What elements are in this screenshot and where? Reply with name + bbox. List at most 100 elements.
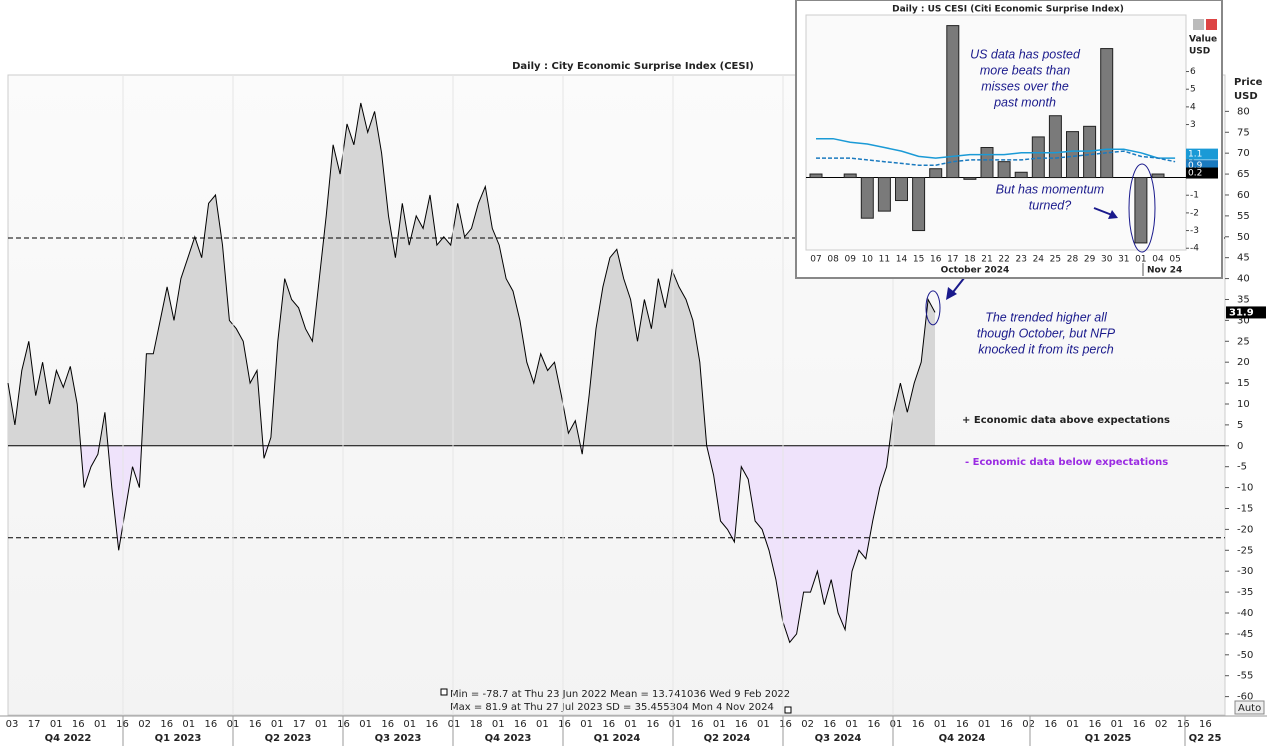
- average-line: [816, 150, 1176, 166]
- x-tick-label: 16: [602, 719, 615, 730]
- bar: [1083, 125, 1097, 179]
- x-tick-label: 16: [160, 719, 173, 730]
- x-tick-label: 16: [930, 255, 942, 265]
- y-tick-label: -50: [1237, 650, 1253, 661]
- auto-button[interactable]: [1234, 700, 1265, 715]
- x-tick-label: 01: [1066, 719, 1079, 730]
- x-tick-label: 16: [1089, 719, 1102, 730]
- y-tick-label: -2: [1190, 208, 1199, 218]
- x-tick-label: 04: [1152, 255, 1164, 265]
- last-value-box: [1226, 306, 1266, 319]
- quarter-label: Q1 2023: [155, 733, 202, 744]
- y-tick-label: 40: [1237, 274, 1250, 285]
- y-tick-label: -20: [1237, 524, 1253, 535]
- icon: [440, 688, 448, 696]
- quarter-label: Q3 2023: [375, 733, 422, 744]
- bar: [1151, 173, 1165, 179]
- bar: [929, 168, 943, 179]
- y-tick-label: 5: [1190, 85, 1196, 95]
- bar: [1066, 131, 1079, 179]
- y-tick-label: 25: [1237, 336, 1250, 347]
- y-tick-label: -10: [1237, 483, 1253, 494]
- y-tick-label: -15: [1237, 503, 1253, 514]
- y-tick-label: 10: [1237, 399, 1250, 410]
- x-tick-label: 01: [1111, 719, 1124, 730]
- y-tick-label: 15: [1237, 378, 1250, 389]
- x-tick-label: 16: [691, 719, 704, 730]
- x-tick-label: 25: [1050, 255, 1061, 265]
- chart-title: Daily : City Economic Surprise Index (CE…: [512, 61, 754, 72]
- x-tick-label: 01: [845, 719, 858, 730]
- y-tick-label: -45: [1237, 629, 1253, 640]
- y-tick-label: 35: [1237, 294, 1250, 305]
- quarter-label: Q2 2023: [265, 733, 312, 744]
- x-tick-label: 22: [998, 255, 1009, 265]
- x-tick-label: 16: [1199, 719, 1212, 730]
- bar: [997, 161, 1011, 179]
- y-tick-label: 30: [1237, 315, 1250, 326]
- auto-button-label[interactable]: Auto: [1238, 703, 1261, 714]
- x-tick-label: 28: [1067, 255, 1079, 265]
- x-tick-label: 29: [1084, 255, 1096, 265]
- highlight: [925, 290, 941, 326]
- y-tick-label: 45: [1237, 253, 1250, 264]
- annotation: misses over the: [981, 79, 1069, 93]
- x-tick-label: 01: [890, 719, 903, 730]
- line: [7, 102, 936, 644]
- x-tick-label: 16: [514, 719, 527, 730]
- x-tick-label: 01: [978, 719, 991, 730]
- last-value-label: 31.9: [1229, 307, 1254, 318]
- quarter-label: Q4 2022: [45, 733, 92, 744]
- close-button[interactable]: [1206, 19, 1217, 30]
- x-tick-label: 18: [470, 719, 483, 730]
- x-tick-label: 16: [381, 719, 394, 730]
- x-tick-label: 16: [1000, 719, 1013, 730]
- x-tick-label: 16: [647, 719, 660, 730]
- x-tick-label: 16: [1044, 719, 1057, 730]
- x-tick-label: 07: [810, 255, 821, 265]
- bar: [1014, 171, 1028, 179]
- x-tick-label: 09: [844, 255, 856, 265]
- x-tick-label: 01: [669, 719, 682, 730]
- x-tick-label: 01: [403, 719, 416, 730]
- positive-area: [8, 103, 935, 446]
- y-tick-label: -35: [1237, 587, 1253, 598]
- restore-button[interactable]: [1193, 19, 1204, 30]
- y-tick-label: 5: [1237, 420, 1243, 431]
- x-tick-label: 17: [293, 719, 306, 730]
- bar: [946, 25, 960, 179]
- x-tick-label: 02: [138, 719, 151, 730]
- y-axis-label: Value: [1189, 35, 1217, 45]
- below-label: - Economic data below expectations: [965, 457, 1168, 468]
- x-tick-label: 14: [896, 255, 908, 265]
- x-tick-label: 01: [934, 719, 947, 730]
- x-tick-label: 01: [271, 719, 284, 730]
- y-tick-label: 65: [1237, 169, 1250, 180]
- annotation: though October, but NFP: [977, 326, 1116, 340]
- annotation: But has momentum: [996, 182, 1104, 196]
- bar: [980, 147, 994, 179]
- quarter-label: Q4 2024: [939, 733, 986, 744]
- x-tick-label: 02: [1022, 719, 1035, 730]
- x-tick-label: 15: [913, 255, 924, 265]
- bar: [1134, 177, 1148, 244]
- y-tick-label: -25: [1237, 545, 1253, 556]
- x-tick-label: 16: [779, 719, 792, 730]
- bar: [860, 177, 874, 219]
- x-tick-label: 01: [315, 719, 328, 730]
- x-tick-label: 11: [879, 255, 890, 265]
- y-tick-label: -30: [1237, 566, 1253, 577]
- x-tick-label: 17: [947, 255, 958, 265]
- x-tick-label: 01: [492, 719, 505, 730]
- x-tick-label: 16: [1133, 719, 1146, 730]
- x-tick-label: 10: [862, 255, 874, 265]
- month-label: October 2024: [941, 266, 1010, 276]
- bar: [895, 177, 908, 202]
- y-tick-label: 3: [1190, 120, 1196, 130]
- x-tick-label: 02: [1155, 719, 1168, 730]
- quarter-label: Q3 2024: [815, 733, 862, 744]
- y-tick-label: -5: [1237, 462, 1247, 473]
- bar: [1048, 115, 1062, 179]
- bar: [963, 177, 977, 180]
